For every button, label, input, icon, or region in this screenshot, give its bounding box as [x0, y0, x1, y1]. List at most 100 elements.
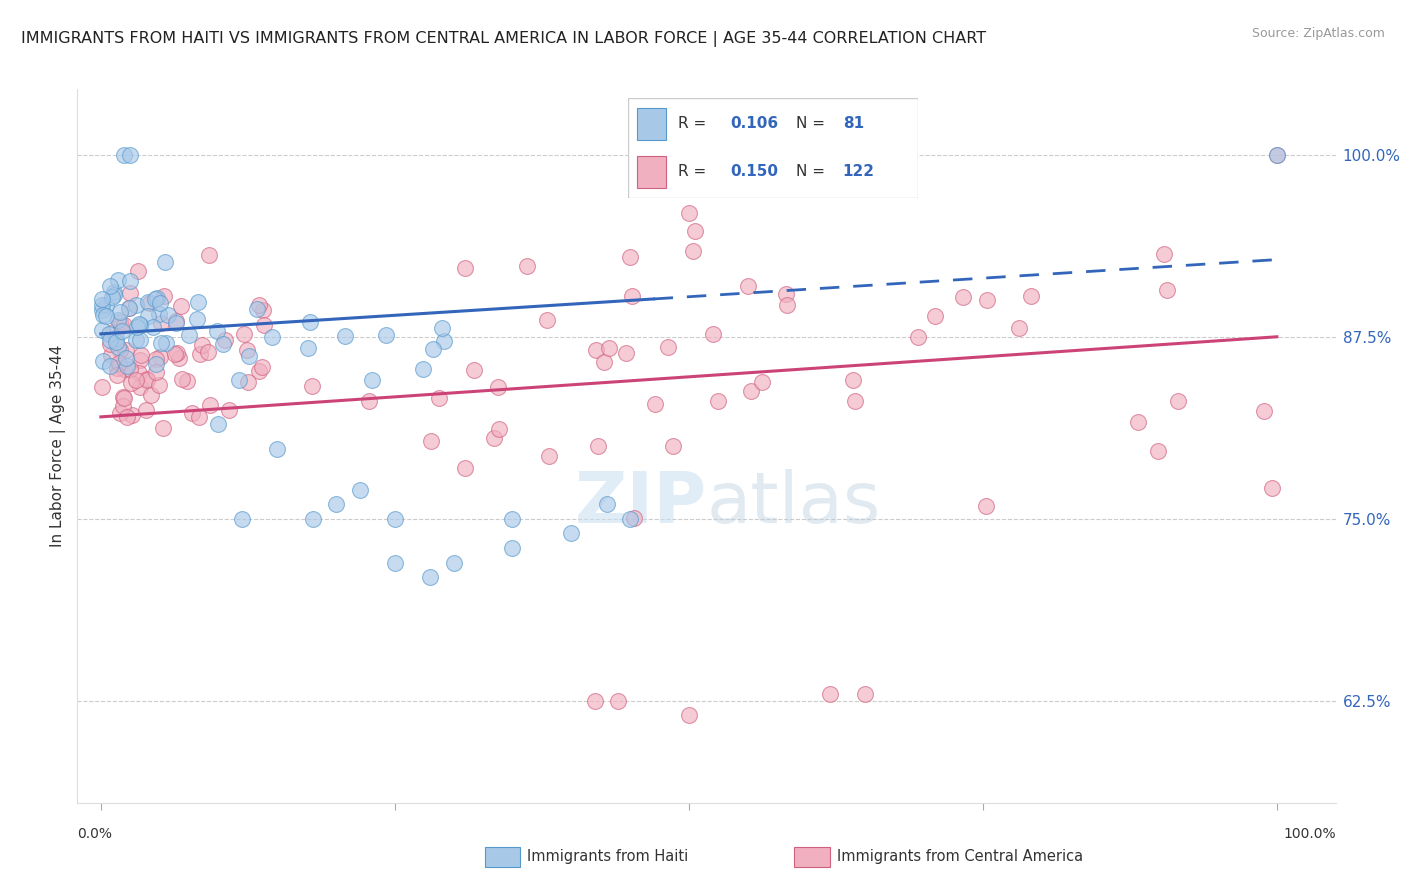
Point: [737, 278, 759, 293]
Point: [110, 319, 132, 334]
Point: [135, 371, 157, 385]
Point: [90, 322, 112, 336]
Point: [427, 391, 450, 405]
Text: atlas: atlas: [707, 468, 882, 538]
Point: [614, 346, 637, 360]
Point: [120, 147, 142, 161]
Point: [1253, 404, 1275, 418]
Point: [619, 250, 641, 264]
Point: [100, 290, 122, 304]
Point: [135, 402, 157, 417]
Point: [228, 374, 250, 388]
Point: [1167, 394, 1189, 409]
Point: [236, 376, 259, 390]
Point: [430, 321, 453, 335]
Point: [90, 292, 112, 306]
Point: [179, 328, 201, 343]
Point: [170, 372, 193, 386]
Point: [924, 309, 946, 323]
Point: [166, 346, 188, 360]
Point: [139, 388, 162, 402]
Point: [91, 297, 114, 311]
Point: [678, 206, 700, 220]
Point: [463, 363, 485, 377]
Point: [685, 224, 707, 238]
Point: [117, 359, 139, 373]
Point: [707, 393, 730, 408]
Point: [419, 434, 441, 448]
Point: [98, 278, 121, 293]
Point: [98, 327, 121, 342]
Point: [537, 449, 560, 463]
Point: [907, 330, 929, 344]
Point: [644, 397, 666, 411]
Point: [357, 393, 380, 408]
Point: [301, 512, 323, 526]
Point: [128, 366, 150, 380]
Point: [120, 362, 142, 376]
Point: [165, 316, 187, 330]
Point: [125, 319, 148, 334]
Point: [595, 497, 617, 511]
Point: [190, 346, 212, 360]
Point: [384, 512, 406, 526]
Point: [247, 298, 270, 312]
Point: [1126, 415, 1149, 429]
Point: [129, 348, 152, 362]
Point: [1008, 321, 1031, 335]
Point: [156, 309, 179, 323]
Point: [148, 307, 170, 321]
Point: [110, 343, 132, 357]
Text: 0.0%: 0.0%: [77, 827, 112, 841]
Point: [412, 362, 434, 376]
Point: [176, 374, 198, 388]
Text: Immigrants from Central America: Immigrants from Central America: [837, 849, 1083, 863]
Point: [125, 333, 148, 347]
Point: [266, 442, 288, 456]
Point: [235, 343, 257, 357]
Point: [247, 363, 270, 377]
Point: [188, 409, 211, 424]
Point: [325, 497, 347, 511]
Point: [585, 343, 607, 358]
Point: [91, 353, 114, 368]
Point: [98, 333, 121, 347]
Point: [250, 359, 273, 374]
Point: [198, 247, 221, 261]
Point: [186, 312, 208, 326]
Point: [125, 297, 148, 311]
Point: [853, 687, 876, 701]
Point: [454, 461, 477, 475]
Point: [360, 374, 382, 388]
Text: ZIP: ZIP: [574, 468, 707, 538]
Point: [139, 296, 162, 310]
Point: [751, 375, 773, 389]
Point: [101, 325, 124, 339]
Point: [114, 343, 136, 358]
Point: [205, 324, 228, 338]
Point: [112, 361, 135, 376]
Point: [108, 357, 131, 371]
Text: IMMIGRANTS FROM HAITI VS IMMIGRANTS FROM CENTRAL AMERICA IN LABOR FORCE | AGE 35: IMMIGRANTS FROM HAITI VS IMMIGRANTS FROM…: [21, 31, 986, 47]
Point: [103, 285, 125, 300]
Point: [374, 327, 396, 342]
Point: [620, 289, 643, 303]
Point: [145, 352, 167, 367]
Point: [662, 439, 685, 453]
Point: [776, 298, 799, 312]
Point: [108, 305, 131, 319]
Point: [844, 394, 866, 409]
Point: [842, 373, 865, 387]
Point: [110, 315, 132, 329]
Point: [104, 335, 127, 350]
Point: [98, 336, 121, 351]
Point: [488, 422, 510, 436]
Point: [1146, 444, 1168, 458]
Point: [111, 390, 134, 404]
Point: [115, 409, 138, 424]
Text: 100.0%: 100.0%: [1284, 827, 1336, 841]
Point: [198, 398, 221, 412]
Point: [560, 526, 582, 541]
Point: [120, 376, 142, 390]
Point: [586, 439, 609, 453]
